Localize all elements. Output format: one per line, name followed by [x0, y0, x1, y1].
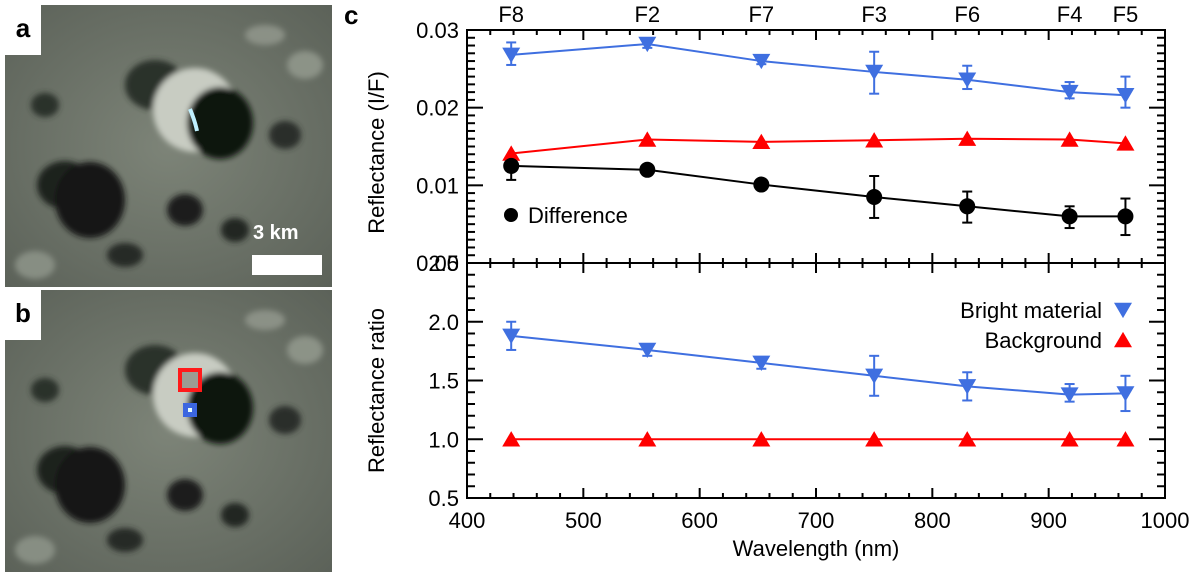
ratio-y-tick-label: 0.5	[428, 486, 459, 511]
background-point	[865, 132, 884, 148]
reflectance-y-tick-label: 0.03	[416, 18, 459, 43]
bright-material-point	[502, 328, 521, 344]
background-point	[1116, 431, 1135, 447]
ratio-y-axis-title: Reflectance ratio	[364, 308, 389, 473]
background-point	[752, 431, 771, 447]
background-point	[502, 145, 521, 161]
scale-bar	[252, 255, 322, 275]
ratio-y-tick-label: 2.0	[428, 310, 459, 335]
ratio-y-tick-label: 1.5	[428, 369, 459, 394]
filter-label-f2: F2	[634, 2, 660, 27]
difference-legend-label: Difference	[528, 203, 628, 228]
crater-image-a	[5, 5, 332, 287]
filter-label-f5: F5	[1113, 2, 1139, 27]
filter-label-f3: F3	[861, 2, 887, 27]
panel-label-b: b	[5, 290, 41, 340]
background-point	[1060, 431, 1079, 447]
difference-point	[1061, 208, 1078, 225]
wavelength-x-tick-label: 500	[565, 508, 602, 533]
background-line	[511, 137, 1126, 155]
ratio-legend: Bright material Background	[960, 298, 1132, 353]
bright-material-series	[502, 36, 1135, 109]
wavelength-x-tick-label: 400	[449, 508, 486, 533]
background-point	[1060, 131, 1079, 147]
bright-material-series	[502, 320, 1135, 413]
wavelength-x-tick-label: 700	[798, 508, 835, 533]
ratio-y-tick-label: 2.5	[428, 251, 459, 276]
difference-legend-marker	[504, 208, 518, 222]
background-series	[502, 130, 1135, 161]
wavelength-x-tick-label: 800	[914, 508, 951, 533]
reflectance-y-axis-title: Reflectance (I/F)	[364, 71, 389, 234]
bright-material-point	[865, 368, 884, 384]
crater-image-b	[5, 290, 332, 572]
wavelength-x-tick-label: 900	[1030, 508, 1067, 533]
filter-label-f7: F7	[748, 2, 774, 27]
bright-material-point	[638, 36, 657, 53]
wavelength-x-tick-label: 1000	[1141, 508, 1190, 533]
background-point	[958, 431, 977, 447]
reflectance-y-tick-label: 0.01	[416, 173, 459, 198]
bright-material-point	[865, 64, 884, 81]
bright-material-point	[502, 47, 521, 63]
scale-bar-text: 3 km	[253, 222, 299, 244]
crater-image-panel-a: a 3 km	[5, 5, 332, 287]
bright-material-legend-label: Bright material	[960, 298, 1102, 323]
bright-material-point	[958, 72, 977, 88]
bright-material-legend-marker	[1114, 302, 1132, 319]
ratio-panel: 0.5 1.0 1.5 2.0 2.5 400 500 600 700 800 900 1000 R…	[364, 251, 1189, 561]
reflectance-panel: 0.00 0.01 0.02 0.03 F8 F2 F7 F3 F6 F4 F5 Reflecta…	[364, 2, 1166, 276]
bright-material-point	[752, 355, 771, 371]
difference-point	[959, 198, 976, 215]
background-legend-marker	[1114, 331, 1132, 348]
filter-label-f8: F8	[498, 2, 524, 27]
difference-point	[1117, 208, 1134, 225]
background-series	[502, 431, 1135, 447]
difference-point	[753, 176, 770, 193]
bright-material-point	[638, 342, 657, 359]
background-point	[638, 131, 657, 147]
difference-legend: Difference	[504, 203, 628, 228]
background-region-marker	[178, 368, 202, 392]
background-point	[638, 431, 657, 447]
difference-point	[639, 161, 656, 178]
difference-point	[503, 157, 520, 174]
bright-material-point	[1060, 84, 1079, 101]
bright-material-region-center	[188, 408, 192, 412]
background-point	[502, 431, 521, 447]
wavelength-x-axis-title: Wavelength (nm)	[733, 536, 900, 561]
crater-image-panel-b: b	[5, 290, 332, 572]
reflectance-y-tick-label: 0.00	[416, 251, 459, 276]
background-point	[865, 431, 884, 447]
bright-material-point	[958, 379, 977, 395]
bright-material-point	[1116, 386, 1135, 402]
panel-label-c: c	[344, 0, 358, 30]
wavelength-x-tick-label: 600	[681, 508, 718, 533]
ratio-axis-ticks	[466, 262, 1166, 499]
background-point	[752, 133, 771, 150]
filter-label-f4: F4	[1057, 2, 1083, 27]
bright-material-point	[1060, 387, 1079, 403]
bright-material-point	[1116, 88, 1135, 104]
filter-label-f6: F6	[954, 2, 980, 27]
difference-series	[503, 157, 1134, 237]
background-legend-label: Background	[985, 328, 1102, 353]
bright-material-point	[752, 53, 771, 70]
background-point	[958, 130, 977, 146]
panel-label-a: a	[5, 5, 41, 55]
bright-material-line	[511, 42, 1126, 97]
difference-point	[866, 188, 883, 205]
background-point	[1116, 135, 1135, 151]
reflectance-y-tick-label: 0.02	[416, 96, 459, 121]
bright-material-spot	[188, 108, 199, 132]
ratio-y-tick-label: 1.0	[428, 427, 459, 452]
